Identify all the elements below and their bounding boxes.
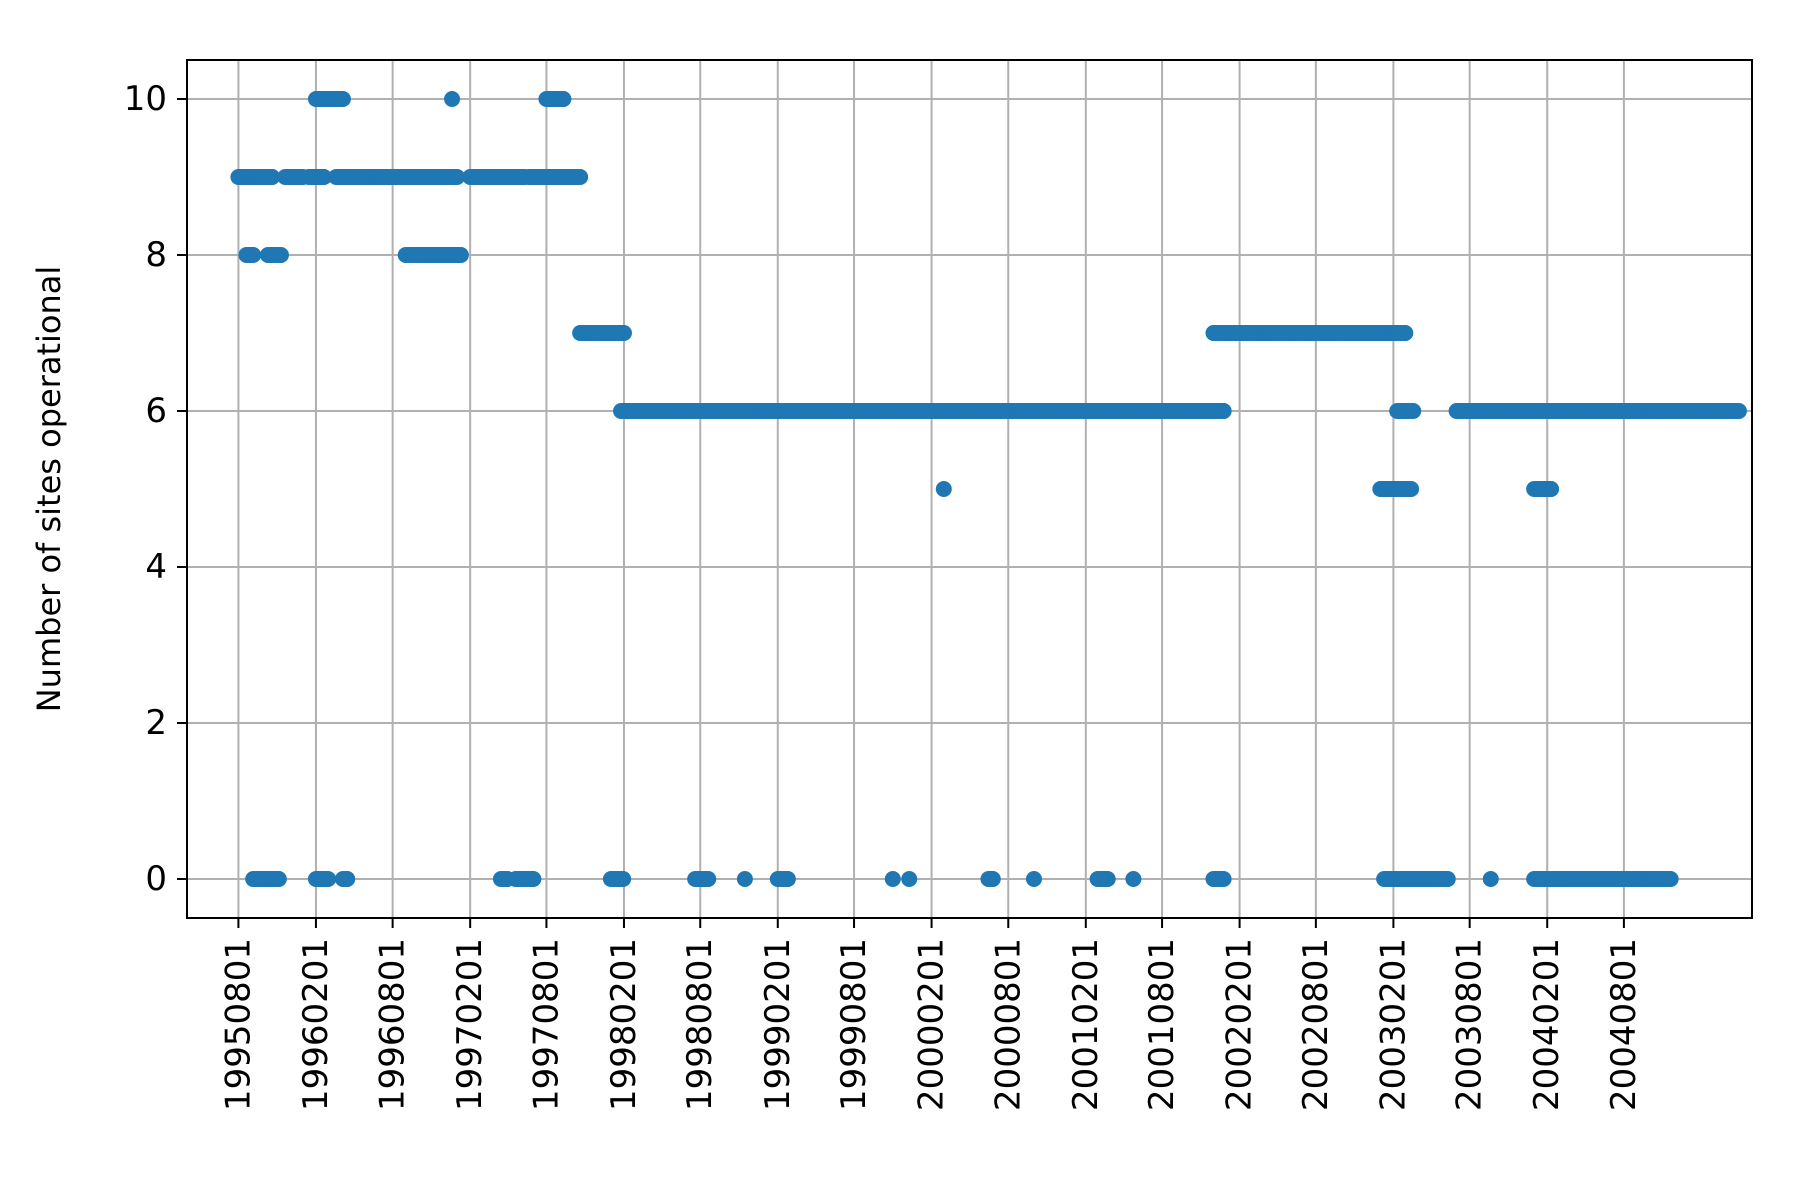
y-tick-label: 4 [145, 547, 167, 587]
data-points [230, 91, 1747, 887]
data-point [1482, 871, 1499, 887]
data-point [1662, 871, 1679, 887]
data-point [1215, 871, 1232, 887]
x-tick-label: 19950801 [218, 938, 258, 1111]
data-point [1099, 871, 1116, 887]
x-tick-label: 20030801 [1450, 938, 1490, 1111]
data-point [1405, 403, 1422, 419]
data-point [1397, 325, 1414, 341]
data-point [984, 871, 1001, 887]
y-tick-label: 6 [145, 391, 167, 431]
x-tick-label: 19970801 [526, 938, 566, 1111]
x-tick-label: 19980201 [604, 938, 644, 1111]
x-tick-label: 20030201 [1373, 938, 1413, 1111]
data-point [615, 325, 632, 341]
data-point [449, 169, 466, 185]
data-point [1025, 871, 1042, 887]
data-point [1215, 403, 1232, 419]
x-tick-label: 19990801 [834, 938, 874, 1111]
data-point [270, 871, 287, 887]
x-tick-label: 20040801 [1604, 938, 1644, 1111]
data-point [1125, 871, 1142, 887]
data-point [736, 871, 753, 887]
data-point [935, 481, 952, 497]
x-tick-label: 20000801 [988, 938, 1028, 1111]
data-point [320, 871, 337, 887]
data-point [452, 247, 469, 263]
x-tick-label: 20010801 [1142, 938, 1182, 1111]
data-point [572, 169, 589, 185]
data-point [555, 91, 572, 107]
x-tick-label: 19990201 [758, 938, 798, 1111]
data-point [1439, 871, 1456, 887]
data-point [700, 871, 717, 887]
data-point [444, 91, 461, 107]
data-point [1543, 481, 1560, 497]
plot-frame [186, 59, 1753, 919]
data-point [615, 871, 632, 887]
data-point [1730, 403, 1747, 419]
data-point [315, 169, 332, 185]
x-tick-label: 20010201 [1066, 938, 1106, 1111]
data-point [334, 91, 351, 107]
x-tick-label: 19970201 [450, 938, 490, 1111]
data-point [525, 871, 542, 887]
y-tick-label: 8 [145, 235, 167, 275]
y-tick-label: 0 [145, 859, 167, 899]
data-point [339, 871, 356, 887]
x-tick-label: 20040201 [1527, 938, 1567, 1111]
x-tick-label: 19960801 [373, 938, 413, 1111]
data-point [884, 871, 901, 887]
x-tick-label: 20020801 [1296, 938, 1336, 1111]
data-point [272, 247, 289, 263]
x-tick-label: 20020201 [1220, 938, 1260, 1111]
y-axis: 0 2 4 6 8 10 [124, 79, 187, 899]
x-tick-label: 20000201 [912, 938, 952, 1111]
data-point [779, 871, 796, 887]
x-tick-label: 19960201 [296, 938, 336, 1111]
data-point [245, 247, 262, 263]
x-axis: 19950801 19960201 19960801 19970201 19970801… [218, 918, 1644, 1111]
data-point [901, 871, 918, 887]
y-tick-label: 2 [145, 703, 167, 743]
data-point [1403, 481, 1420, 497]
x-tick-label: 19980801 [680, 938, 720, 1111]
data-point [264, 169, 281, 185]
y-tick-label: 10 [124, 79, 167, 119]
y-axis-label: Number of sites operational [30, 266, 68, 713]
